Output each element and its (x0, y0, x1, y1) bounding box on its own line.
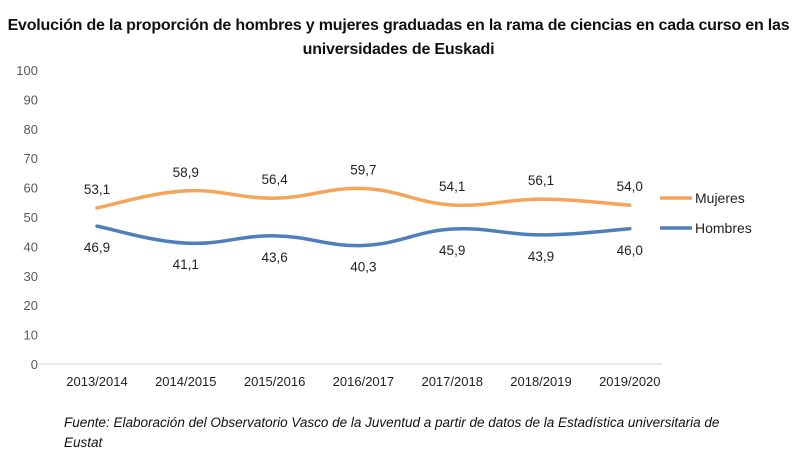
data-label: 41,1 (173, 257, 199, 272)
y-tick-label: 80 (24, 122, 38, 137)
y-tick-label: 10 (24, 328, 38, 343)
legend-label: Mujeres (695, 190, 745, 206)
y-tick-label: 20 (24, 298, 38, 313)
x-tick-label: 2017/2018 (421, 374, 482, 389)
data-label: 45,9 (439, 243, 465, 258)
x-tick-label: 2013/2014 (66, 374, 127, 389)
y-tick-label: 0 (31, 357, 38, 372)
source-note: Fuente: Elaboración del Observatorio Vas… (64, 415, 720, 450)
data-label: 59,7 (350, 162, 376, 177)
y-tick-label: 90 (24, 92, 38, 107)
data-label: 56,4 (261, 172, 288, 187)
y-tick-label: 50 (24, 210, 38, 225)
data-label: 53,1 (84, 182, 110, 197)
y-tick-label: 40 (24, 239, 38, 254)
x-tick-label: 2018/2019 (510, 374, 571, 389)
y-tick-label: 60 (24, 181, 38, 196)
data-label: 40,3 (350, 260, 376, 275)
data-label: 46,9 (84, 240, 110, 255)
x-tick-label: 2014/2015 (155, 374, 216, 389)
y-tick-label: 70 (24, 151, 38, 166)
data-label: 54,1 (439, 179, 465, 194)
x-tick-label: 2016/2017 (333, 374, 394, 389)
y-tick-label: 100 (16, 63, 38, 78)
chart-title: Evolución de la proporción de hombres y … (7, 17, 790, 58)
data-label: 56,1 (528, 173, 554, 188)
data-label: 46,0 (617, 243, 643, 258)
data-label: 58,9 (173, 165, 199, 180)
series-line-hombres (95, 224, 632, 248)
data-label: 43,9 (528, 249, 554, 264)
y-tick-label: 30 (24, 269, 38, 284)
legend-label: Hombres (695, 220, 752, 236)
x-tick-label: 2015/2016 (244, 374, 305, 389)
data-label: 54,0 (617, 179, 643, 194)
data-label: 43,6 (261, 250, 287, 265)
series-line-mujeres (95, 186, 632, 210)
x-tick-label: 2019/2020 (599, 374, 660, 389)
